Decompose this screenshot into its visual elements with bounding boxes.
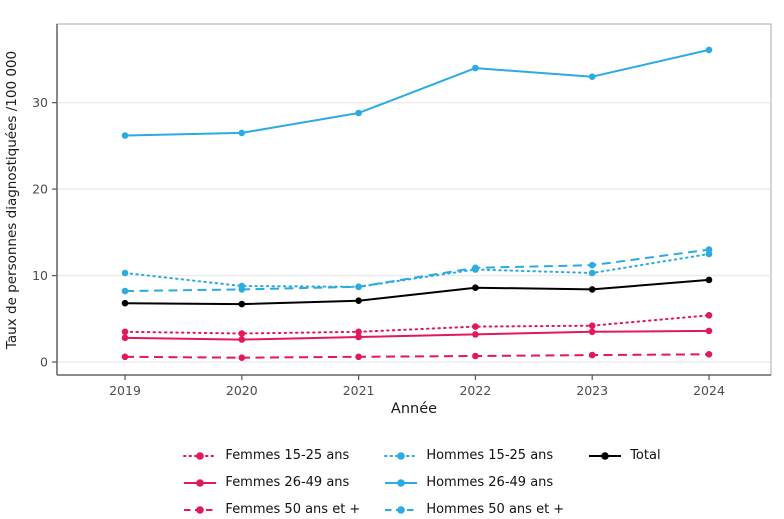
y-tick-label: 20: [32, 182, 48, 197]
legend-key-icon: [385, 478, 418, 487]
data-point: [238, 300, 246, 308]
legend-label: Femmes 50 ans et +: [225, 502, 361, 517]
data-point: [588, 322, 596, 330]
legend-key-icon: [184, 478, 217, 487]
legend-item: Total: [588, 448, 661, 463]
data-point: [472, 264, 479, 272]
legend-key-icon: [184, 505, 217, 514]
x-tick-label: 2022: [459, 383, 491, 398]
data-point: [355, 283, 362, 291]
data-point: [121, 269, 129, 277]
data-point: [588, 328, 596, 336]
legend-column: Total: [588, 448, 661, 463]
data-point: [121, 328, 129, 336]
data-point: [705, 276, 713, 284]
data-point: [472, 331, 479, 338]
legend-key-icon: [183, 451, 218, 460]
x-tick-label: 2023: [576, 383, 608, 398]
y-tick-label: 0: [40, 355, 48, 370]
data-point: [705, 246, 713, 253]
data-point: [121, 353, 129, 361]
data-point: [355, 328, 362, 336]
legend-key-icon: [385, 505, 418, 514]
legend-item: Femmes 50 ans et +: [183, 502, 360, 517]
legend-key-icon: [589, 451, 622, 460]
data-point: [238, 354, 246, 362]
data-point: [238, 286, 246, 293]
x-tick-label: 2020: [226, 383, 258, 398]
x-axis-title: Année: [391, 401, 437, 417]
legend-key-marker: [397, 505, 406, 514]
data-point: [705, 327, 713, 335]
x-tick-label: 2019: [109, 383, 141, 398]
x-tick-label: 2021: [343, 383, 375, 398]
legend-label: Femmes 15-25 ans: [225, 448, 350, 463]
x-tick-label: 2024: [693, 383, 725, 398]
chart-canvas: 0 10 20 30 2019 2020 2021 2022 2023 2024 Année Ta…: [4, 23, 772, 417]
axis-labels: Année Taux de personnes diagnostiquées /…: [4, 51, 437, 417]
data-point: [355, 353, 362, 361]
series-line: [124, 314, 710, 335]
data-point: [705, 351, 713, 358]
data-point: [238, 129, 246, 137]
legend-item: Hommes 50 ans et +: [384, 502, 564, 517]
legend-key-marker: [601, 451, 610, 460]
data-point: [472, 323, 479, 330]
panel-border: [56, 23, 772, 376]
panel-rect: [56, 23, 772, 376]
data-point: [355, 333, 362, 341]
legend-key-marker: [196, 505, 205, 514]
legend-label: Total: [630, 448, 661, 463]
series-line: [124, 278, 710, 306]
data-point: [472, 352, 479, 360]
data-point: [355, 109, 362, 117]
legend-column: Femmes 15-25 ans Femmes 26-49 ans Femmes 5…: [183, 448, 360, 517]
legend-label: Hommes 50 ans et +: [426, 502, 565, 517]
data-point: [588, 351, 596, 359]
legend-label: Hommes 26-49 ans: [426, 475, 554, 490]
data-point: [472, 284, 479, 292]
legend-item: Femmes 26-49 ans: [183, 475, 360, 490]
series-line: [124, 248, 710, 293]
gridlines: [58, 101, 770, 363]
legend-column: Hommes 15-25 ans Hommes 26-49 ans Hommes 5…: [384, 448, 564, 517]
legend-item: Hommes 26-49 ans: [384, 475, 564, 490]
series-line: [124, 253, 710, 288]
legend: Femmes 15-25 ans Femmes 26-49 ans Femmes 5…: [0, 448, 784, 517]
y-axis-title: Taux de personnes diagnostiquées /100 00…: [4, 51, 20, 350]
data-point: [588, 73, 596, 80]
legend-key-icon: [384, 451, 419, 460]
series-line: [124, 48, 710, 137]
y-tick-label: 10: [32, 268, 48, 283]
data-point: [121, 299, 129, 307]
data-point: [472, 64, 479, 72]
data-point: [238, 336, 246, 343]
legend-item: Femmes 15-25 ans: [183, 448, 360, 463]
legend-key-marker: [196, 451, 205, 460]
data-point: [121, 334, 129, 342]
data-point: [705, 46, 713, 54]
y-tick-label: 30: [32, 95, 48, 110]
series-line: [124, 353, 710, 359]
data-point: [238, 330, 246, 337]
data-point: [588, 286, 596, 293]
legend-key-marker: [196, 478, 205, 487]
data-point: [588, 261, 596, 269]
data-series: [121, 46, 713, 362]
data-point: [588, 269, 596, 277]
legend-key-marker: [397, 478, 406, 487]
data-point: [121, 132, 129, 139]
axis-ticks: 0 10 20 30 2019 2020 2021 2022 2023 2024: [32, 95, 725, 398]
legend-label: Hommes 15-25 ans: [426, 448, 554, 463]
data-point: [705, 312, 713, 319]
data-point: [355, 297, 362, 305]
data-point: [121, 287, 129, 295]
legend-label: Femmes 26-49 ans: [225, 475, 350, 490]
legend-key-marker: [397, 451, 406, 460]
legend-item: Hommes 15-25 ans: [384, 448, 564, 463]
series-line: [124, 329, 710, 341]
